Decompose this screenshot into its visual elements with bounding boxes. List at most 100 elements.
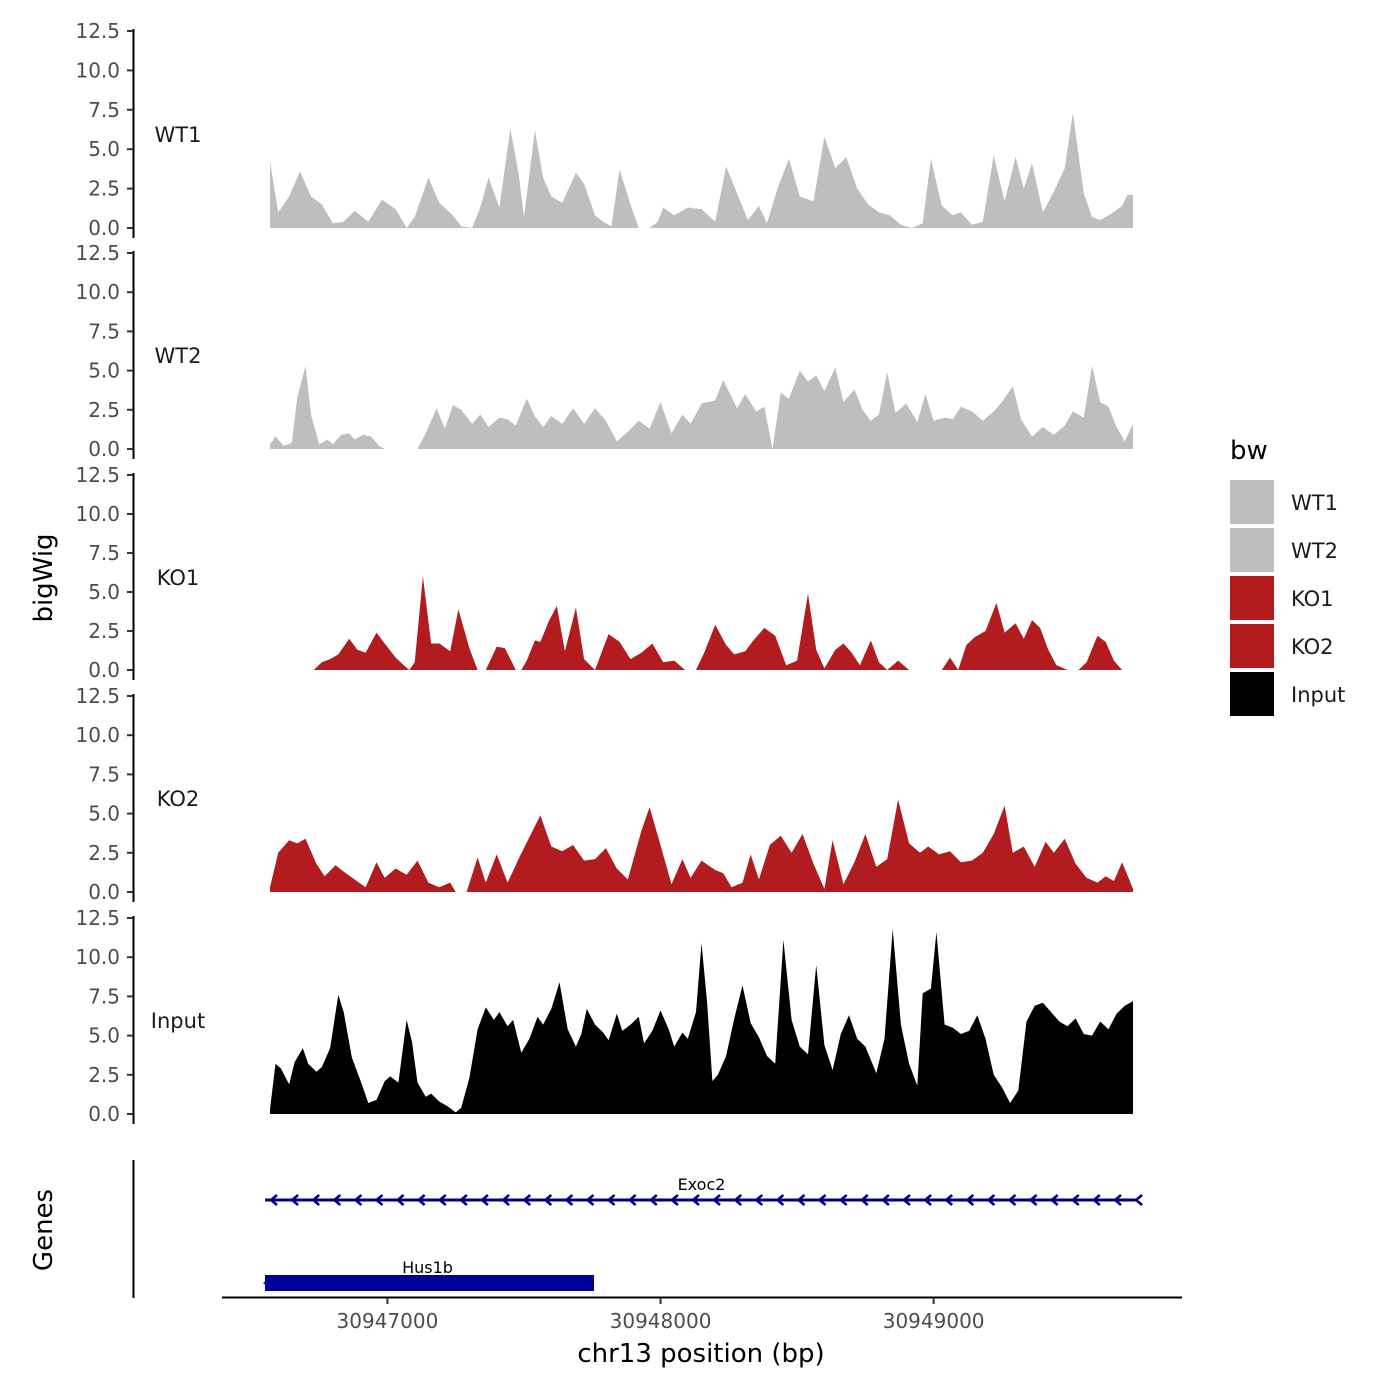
strand-arrow bbox=[880, 1194, 890, 1206]
y-tick-label: 2.5 bbox=[88, 1063, 120, 1087]
strand-arrow bbox=[585, 1194, 595, 1206]
y-tick-label: 0.0 bbox=[88, 658, 120, 682]
strand-arrow bbox=[817, 1194, 827, 1206]
y-tick-label: 12.5 bbox=[75, 906, 120, 930]
strand-arrow bbox=[437, 1194, 447, 1206]
signal-area-ko2 bbox=[270, 799, 1133, 892]
track-wt1: 0.0 2.5 5.0 7.5 10.0 12.5 WT1 bbox=[75, 19, 1133, 240]
signal-area-ko1 bbox=[313, 576, 1133, 670]
y-tick-label: 5.0 bbox=[88, 580, 120, 604]
strand-arrow bbox=[669, 1194, 679, 1206]
y-tick-label: 10.0 bbox=[75, 280, 120, 304]
x-tick-label: 30949000 bbox=[883, 1309, 985, 1333]
y-axis-title: bigWig bbox=[29, 533, 59, 622]
gene-label: Exoc2 bbox=[678, 1175, 726, 1194]
y-tick-label: 7.5 bbox=[88, 541, 120, 565]
y-tick-label: 10.0 bbox=[75, 502, 120, 526]
strand-arrow bbox=[416, 1194, 426, 1206]
y-tick-label: 2.5 bbox=[88, 619, 120, 643]
strand-arrow bbox=[395, 1194, 405, 1206]
strand-arrow bbox=[332, 1194, 342, 1206]
genes-axis-title: Genes bbox=[29, 1189, 59, 1271]
legend-label: WT1 bbox=[1291, 491, 1338, 515]
y-tick-label: 7.5 bbox=[88, 762, 120, 786]
strand-arrow bbox=[923, 1194, 932, 1206]
legend-label: WT2 bbox=[1291, 539, 1338, 563]
strand-arrow bbox=[564, 1194, 574, 1206]
legend-swatch bbox=[1230, 624, 1274, 668]
y-tick-label: 12.5 bbox=[75, 19, 120, 43]
y-tick-label: 0.0 bbox=[88, 437, 120, 461]
x-axis: 30947000 30948000 30949000 bbox=[222, 1296, 1182, 1333]
y-tick-label: 10.0 bbox=[75, 723, 120, 747]
track-input: 0.0 2.5 5.0 7.5 10.0 12.5 Input bbox=[75, 906, 1133, 1126]
strand-arrow bbox=[1007, 1194, 1017, 1206]
track-label: KO2 bbox=[157, 787, 200, 811]
strand-arrow bbox=[944, 1194, 954, 1206]
strand-arrow bbox=[1070, 1194, 1080, 1206]
signal-area-wt2 bbox=[270, 365, 1133, 449]
strand-arrow bbox=[1028, 1194, 1038, 1206]
strand-arrow bbox=[986, 1194, 996, 1206]
gene-label: Hus1b bbox=[402, 1258, 453, 1277]
y-tick-label: 2.5 bbox=[88, 398, 120, 422]
strand-arrow bbox=[902, 1194, 911, 1206]
strand-arrow bbox=[311, 1194, 321, 1206]
strand-arrow bbox=[627, 1194, 637, 1206]
gene-track: Exoc2 Hus1b bbox=[132, 1160, 1143, 1298]
strand-arrow bbox=[458, 1194, 468, 1206]
track-ko2: 0.0 2.5 5.0 7.5 10.0 12.5 KO2 bbox=[75, 684, 1133, 904]
track-label: WT1 bbox=[155, 123, 202, 147]
track-ko1: 0.0 2.5 5.0 7.5 10.0 12.5 KO1 bbox=[75, 463, 1133, 682]
legend-label: KO2 bbox=[1291, 635, 1334, 659]
legend-item-wt1: WT1 bbox=[1230, 480, 1338, 524]
strand-arrow bbox=[263, 1277, 272, 1289]
strand-arrow bbox=[501, 1194, 510, 1206]
y-tick-label: 10.0 bbox=[75, 945, 120, 969]
x-tick-label: 30948000 bbox=[610, 1309, 712, 1333]
exon-block bbox=[265, 1275, 594, 1291]
strand-arrow bbox=[522, 1194, 532, 1206]
legend-swatch bbox=[1230, 480, 1274, 524]
strand-arrow bbox=[754, 1194, 764, 1206]
y-tick-label: 2.5 bbox=[88, 177, 120, 201]
strand-arrow bbox=[1134, 1194, 1143, 1206]
strand-arrow bbox=[733, 1194, 743, 1206]
track-label: WT2 bbox=[155, 344, 202, 368]
legend-title: bw bbox=[1230, 436, 1268, 466]
track-label: Input bbox=[151, 1009, 205, 1033]
legend-label: Input bbox=[1291, 683, 1345, 707]
strand-arrow bbox=[606, 1194, 616, 1206]
strand-arrow bbox=[374, 1194, 384, 1206]
strand-arrow bbox=[691, 1194, 700, 1206]
track-wt2: 0.0 2.5 5.0 7.5 10.0 12.5 WT2 bbox=[75, 241, 1133, 461]
legend: WT1 WT2 KO1 KO2 Input bbox=[1230, 480, 1345, 716]
y-tick-label: 0.0 bbox=[88, 1102, 120, 1126]
y-tick-label: 2.5 bbox=[88, 841, 120, 865]
y-tick-label: 5.0 bbox=[88, 359, 120, 383]
signal-area-input bbox=[270, 929, 1133, 1114]
strand-arrow bbox=[838, 1194, 848, 1206]
y-tick-label: 0.0 bbox=[88, 216, 120, 240]
y-tick-label: 7.5 bbox=[88, 98, 120, 122]
strand-arrow bbox=[353, 1194, 363, 1206]
y-tick-label: 12.5 bbox=[75, 463, 120, 487]
strand-arrow bbox=[712, 1194, 721, 1206]
y-tick-label: 0.0 bbox=[88, 880, 120, 904]
strand-arrow bbox=[1113, 1194, 1122, 1206]
legend-item-ko1: KO1 bbox=[1230, 576, 1334, 620]
strand-arrow bbox=[290, 1194, 299, 1206]
strand-arrow bbox=[543, 1194, 553, 1206]
legend-item-input: Input bbox=[1230, 672, 1345, 716]
x-axis-title: chr13 position (bp) bbox=[577, 1339, 824, 1369]
strand-arrow bbox=[775, 1194, 785, 1206]
x-tick-label: 30947000 bbox=[337, 1309, 439, 1333]
track-panels: 0.0 2.5 5.0 7.5 10.0 12.5 WT1 0.0 2.5 5.0 7.5 10.0 1… bbox=[75, 19, 1133, 1126]
strand-arrow bbox=[1091, 1194, 1101, 1206]
y-tick-label: 12.5 bbox=[75, 241, 120, 265]
strand-arrow bbox=[1049, 1194, 1059, 1206]
y-tick-label: 5.0 bbox=[88, 1024, 120, 1048]
y-tick-label: 12.5 bbox=[75, 684, 120, 708]
strand-arrow bbox=[480, 1194, 489, 1206]
